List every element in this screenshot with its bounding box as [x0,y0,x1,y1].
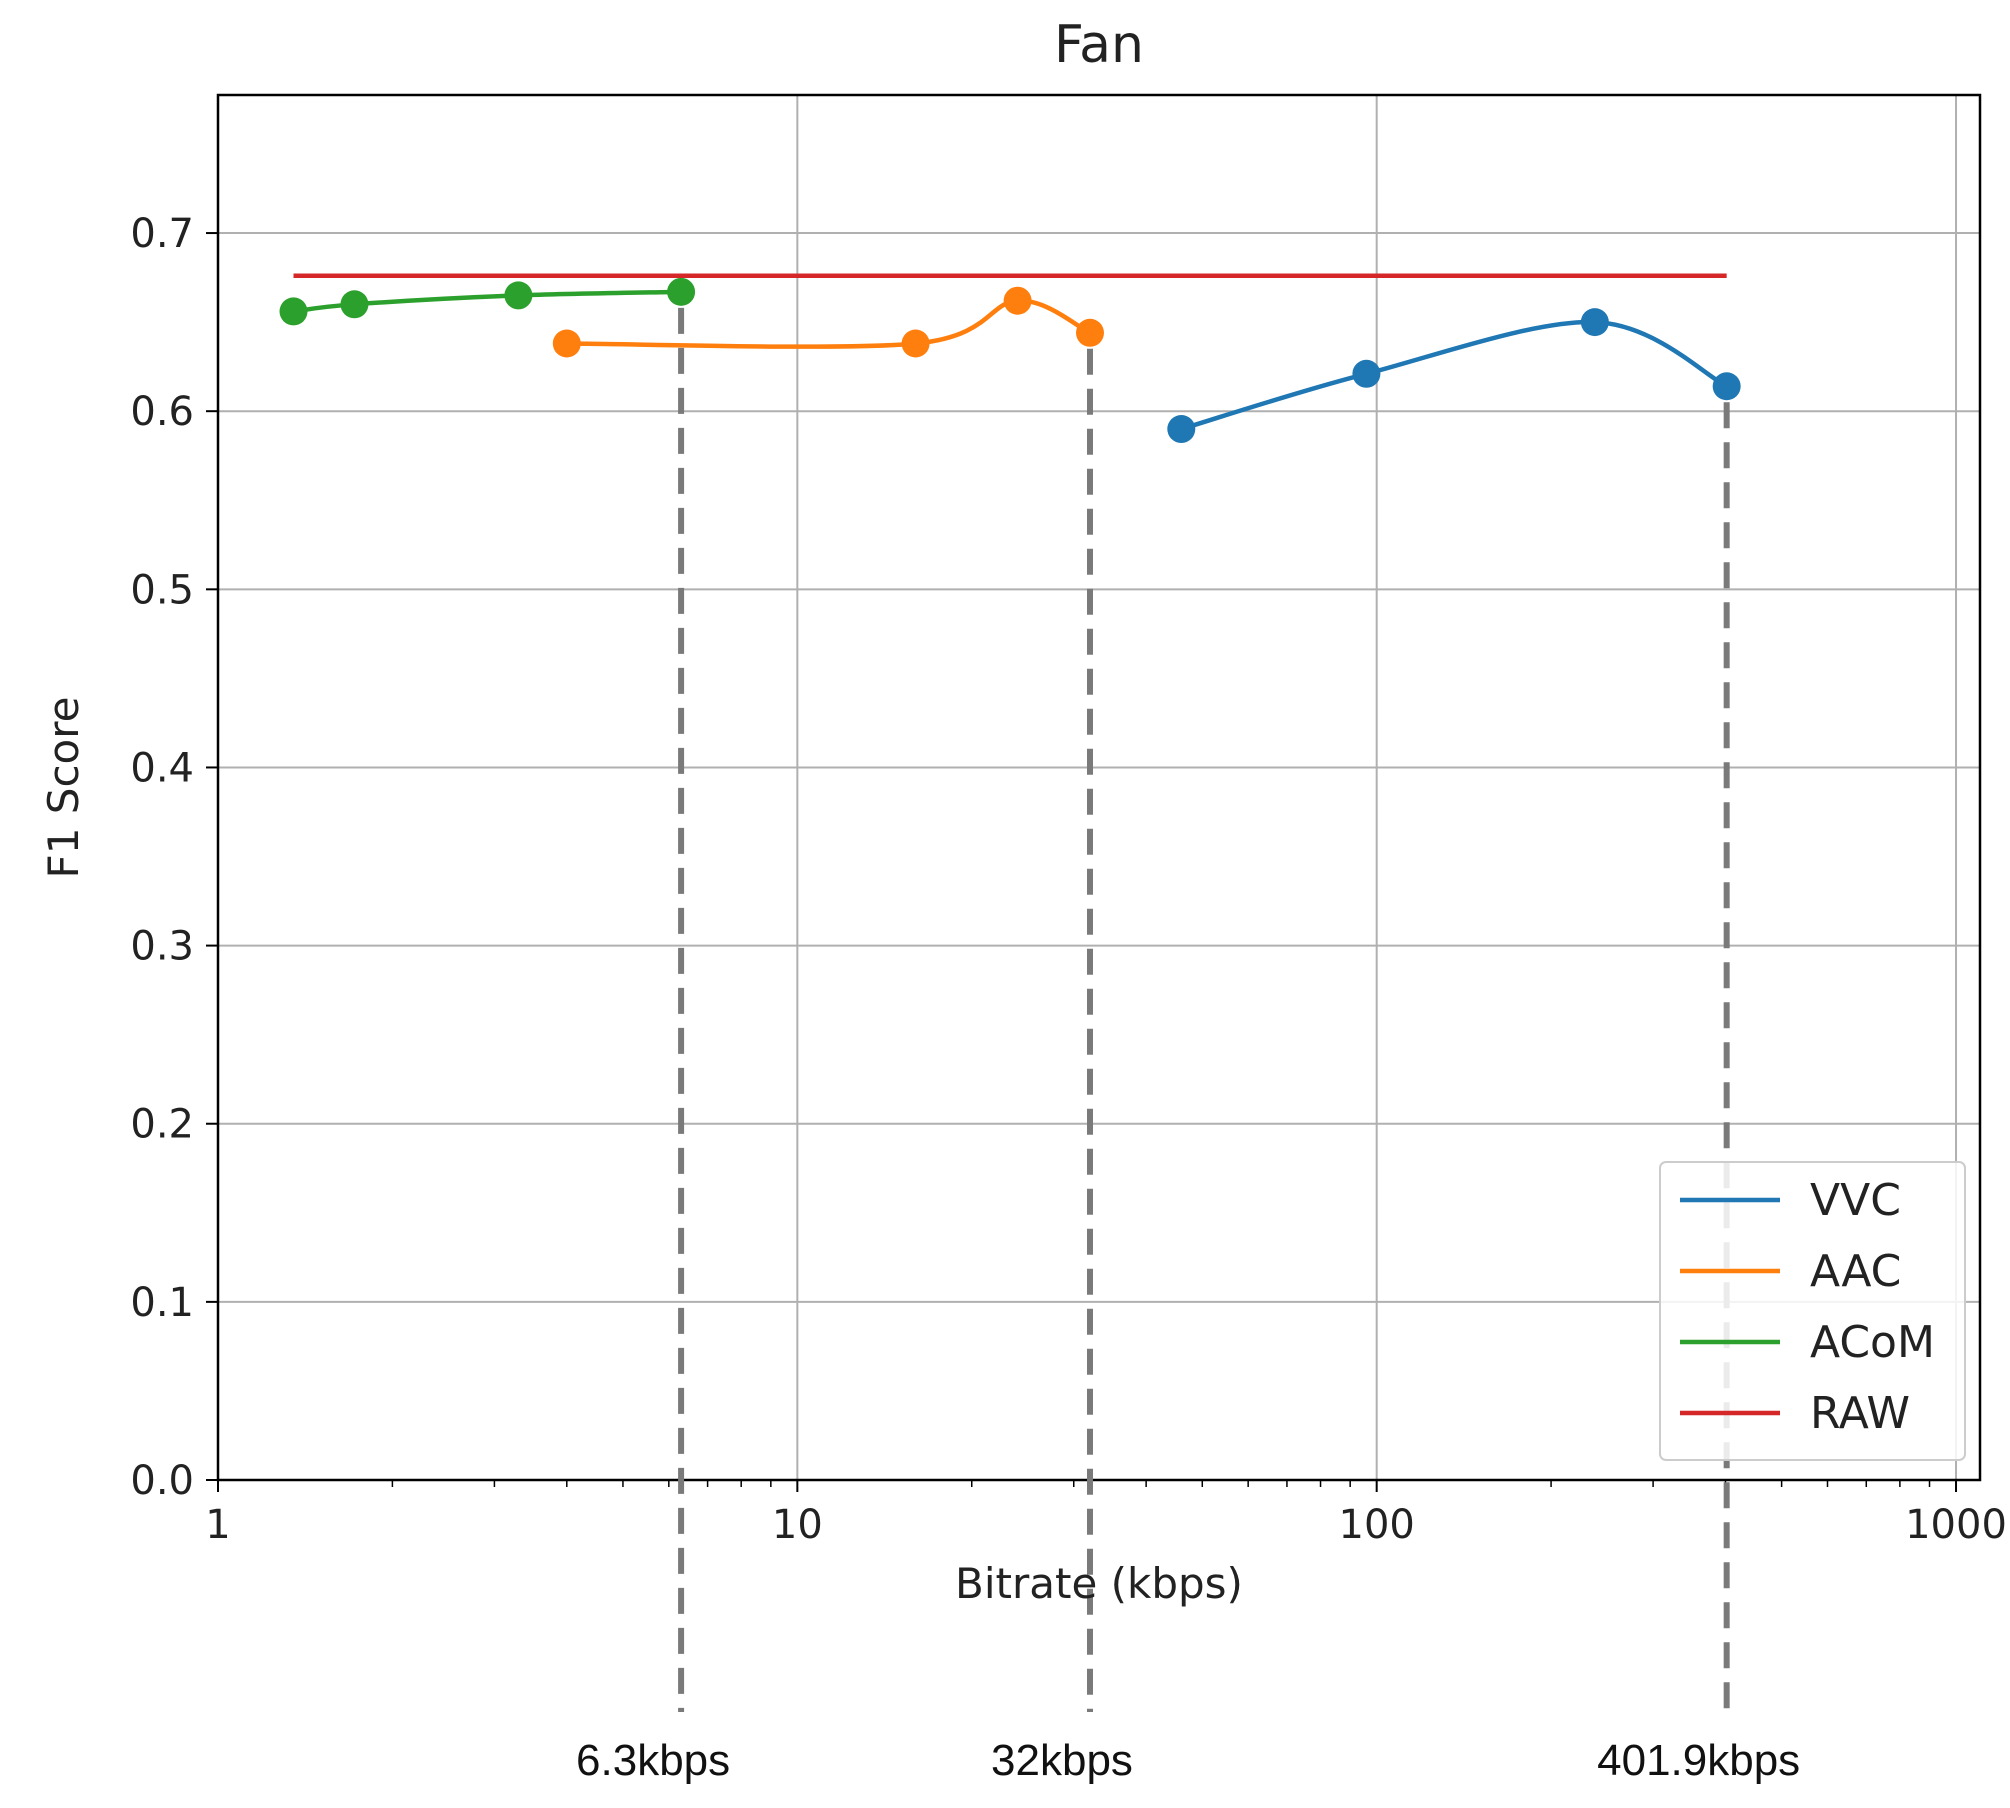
chart-title: Fan [1054,15,1144,75]
y-tick-label: 0.1 [130,1280,194,1326]
annotation-label: 6.3kbps [576,1736,730,1785]
data-point [279,297,308,326]
x-tick-label: 100 [1339,1502,1415,1548]
series-line [293,289,682,314]
gridlines [217,95,1980,1481]
data-point [552,329,581,358]
legend-label: ACoM [1810,1317,1935,1368]
data-point [1075,318,1104,347]
series-vvc [1167,308,1741,444]
plot-frame [216,93,1982,1482]
data-point [901,329,930,358]
axis-ticks: 0.0 0.1 0.2 0.3 0.4 0.5 0.6 0.7 1 10 100 1000 [130,211,2007,1548]
legend: VVC AAC ACoM RAW [1659,1161,1966,1461]
data-point [1167,415,1196,444]
annotation-label: 32kbps [991,1736,1133,1785]
legend-label: AAC [1810,1246,1901,1297]
x-tick-label: 1 [205,1502,230,1548]
y-tick-label: 0.6 [130,389,194,435]
y-tick-label: 0.4 [130,745,194,791]
data-point [504,281,533,310]
x-axis-label: Bitrate (kbps) [955,1559,1243,1608]
y-tick-label: 0.7 [130,211,194,257]
y-tick-label: 0.0 [130,1458,194,1504]
data-point [340,290,369,319]
x-tick-label: 1000 [1905,1502,2007,1548]
series-acom [279,277,696,326]
legend-label: VVC [1810,1175,1901,1226]
series-aac [552,286,1104,358]
data-point [1352,359,1381,388]
annotation-layer: 6.3kbps 32kbps 401.9kbps [576,307,1800,1785]
legend-label: RAW [1810,1388,1910,1439]
y-tick-label: 0.5 [130,567,194,613]
series-line [566,298,1092,349]
data-point [1712,372,1741,401]
x-tick-label: 10 [772,1502,823,1548]
data-point [667,277,696,306]
data-point [1580,308,1609,337]
data-point [1003,286,1032,315]
series-line [1180,319,1728,432]
y-axis-label: F1 Score [39,697,88,879]
series-layer [279,273,1741,444]
y-tick-label: 0.2 [130,1102,194,1148]
annotation-label: 401.9kbps [1597,1736,1800,1785]
y-tick-label: 0.3 [130,924,194,970]
legend-box [1659,1161,1966,1461]
